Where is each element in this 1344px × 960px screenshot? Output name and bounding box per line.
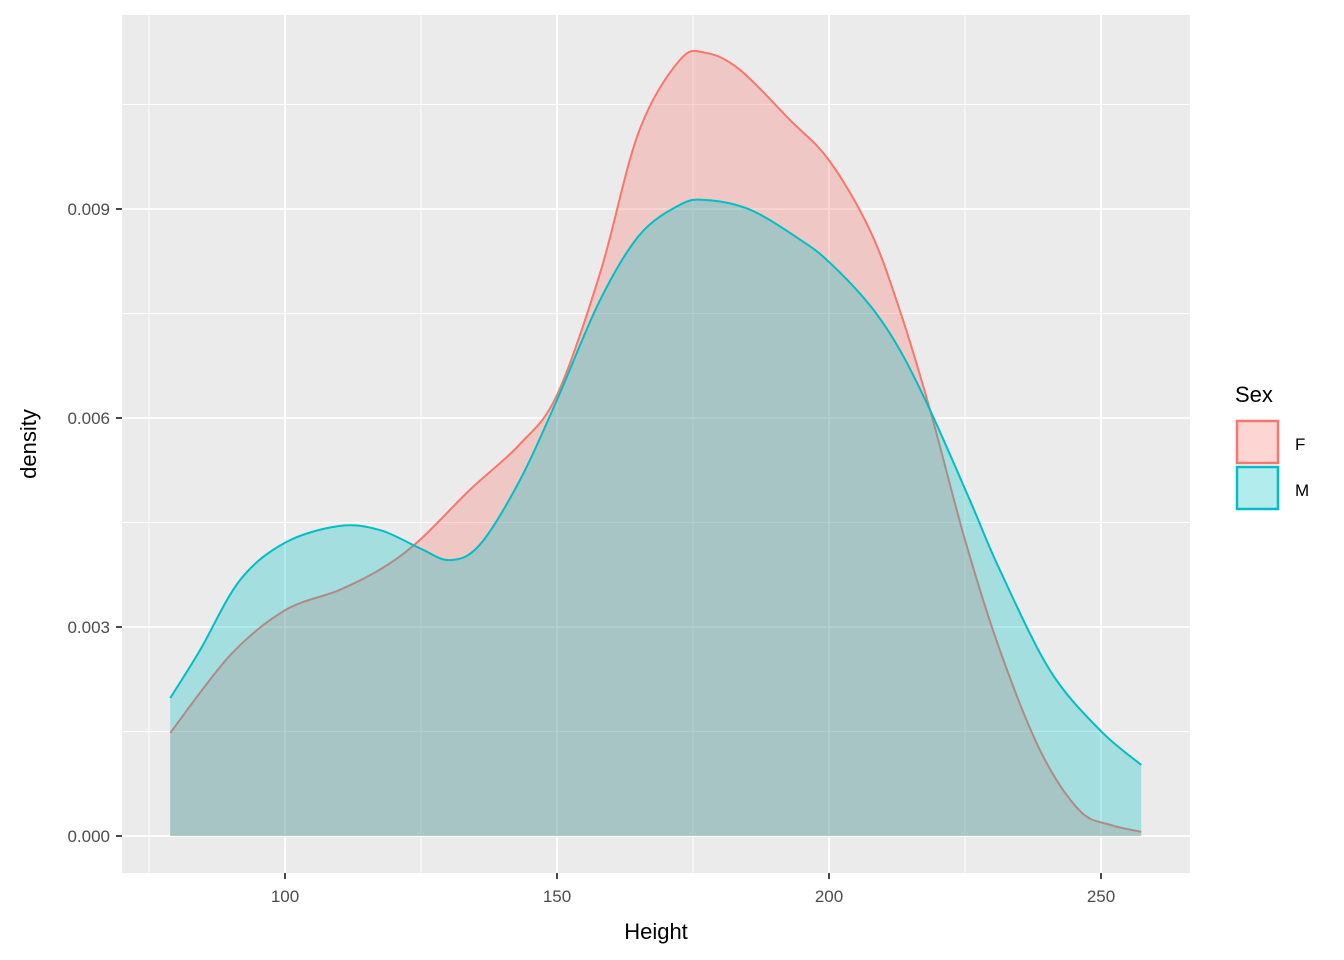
y-axis-title: density bbox=[16, 409, 41, 479]
y-tick-label: 0.003 bbox=[67, 618, 110, 637]
legend-key-f bbox=[1235, 419, 1280, 465]
x-tick-label: 200 bbox=[815, 887, 843, 906]
density-areas bbox=[169, 49, 1142, 837]
legend-title: Sex bbox=[1235, 382, 1273, 407]
legend-label-m: M bbox=[1295, 481, 1309, 500]
legend-label-f: F bbox=[1295, 435, 1305, 454]
axis-ticks: 100 150 200 250 0.000 0.003 0.006 0.009 bbox=[67, 200, 1115, 906]
legend-key-m bbox=[1235, 465, 1280, 511]
density-line-m bbox=[169, 198, 1142, 766]
y-tick-label: 0.000 bbox=[67, 827, 110, 846]
density-area-m bbox=[170, 199, 1142, 836]
x-tick-label: 250 bbox=[1087, 887, 1115, 906]
x-tick-label: 150 bbox=[543, 887, 571, 906]
legend: Sex F M bbox=[1235, 382, 1309, 511]
x-axis-title: Height bbox=[624, 919, 688, 944]
plot-panel bbox=[122, 15, 1190, 873]
y-tick-label: 0.009 bbox=[67, 200, 110, 219]
density-line-f bbox=[169, 49, 1142, 833]
density-area-f bbox=[170, 50, 1142, 837]
y-tick-label: 0.006 bbox=[67, 409, 110, 428]
gridlines bbox=[122, 15, 1190, 873]
x-tick-label: 100 bbox=[271, 887, 299, 906]
